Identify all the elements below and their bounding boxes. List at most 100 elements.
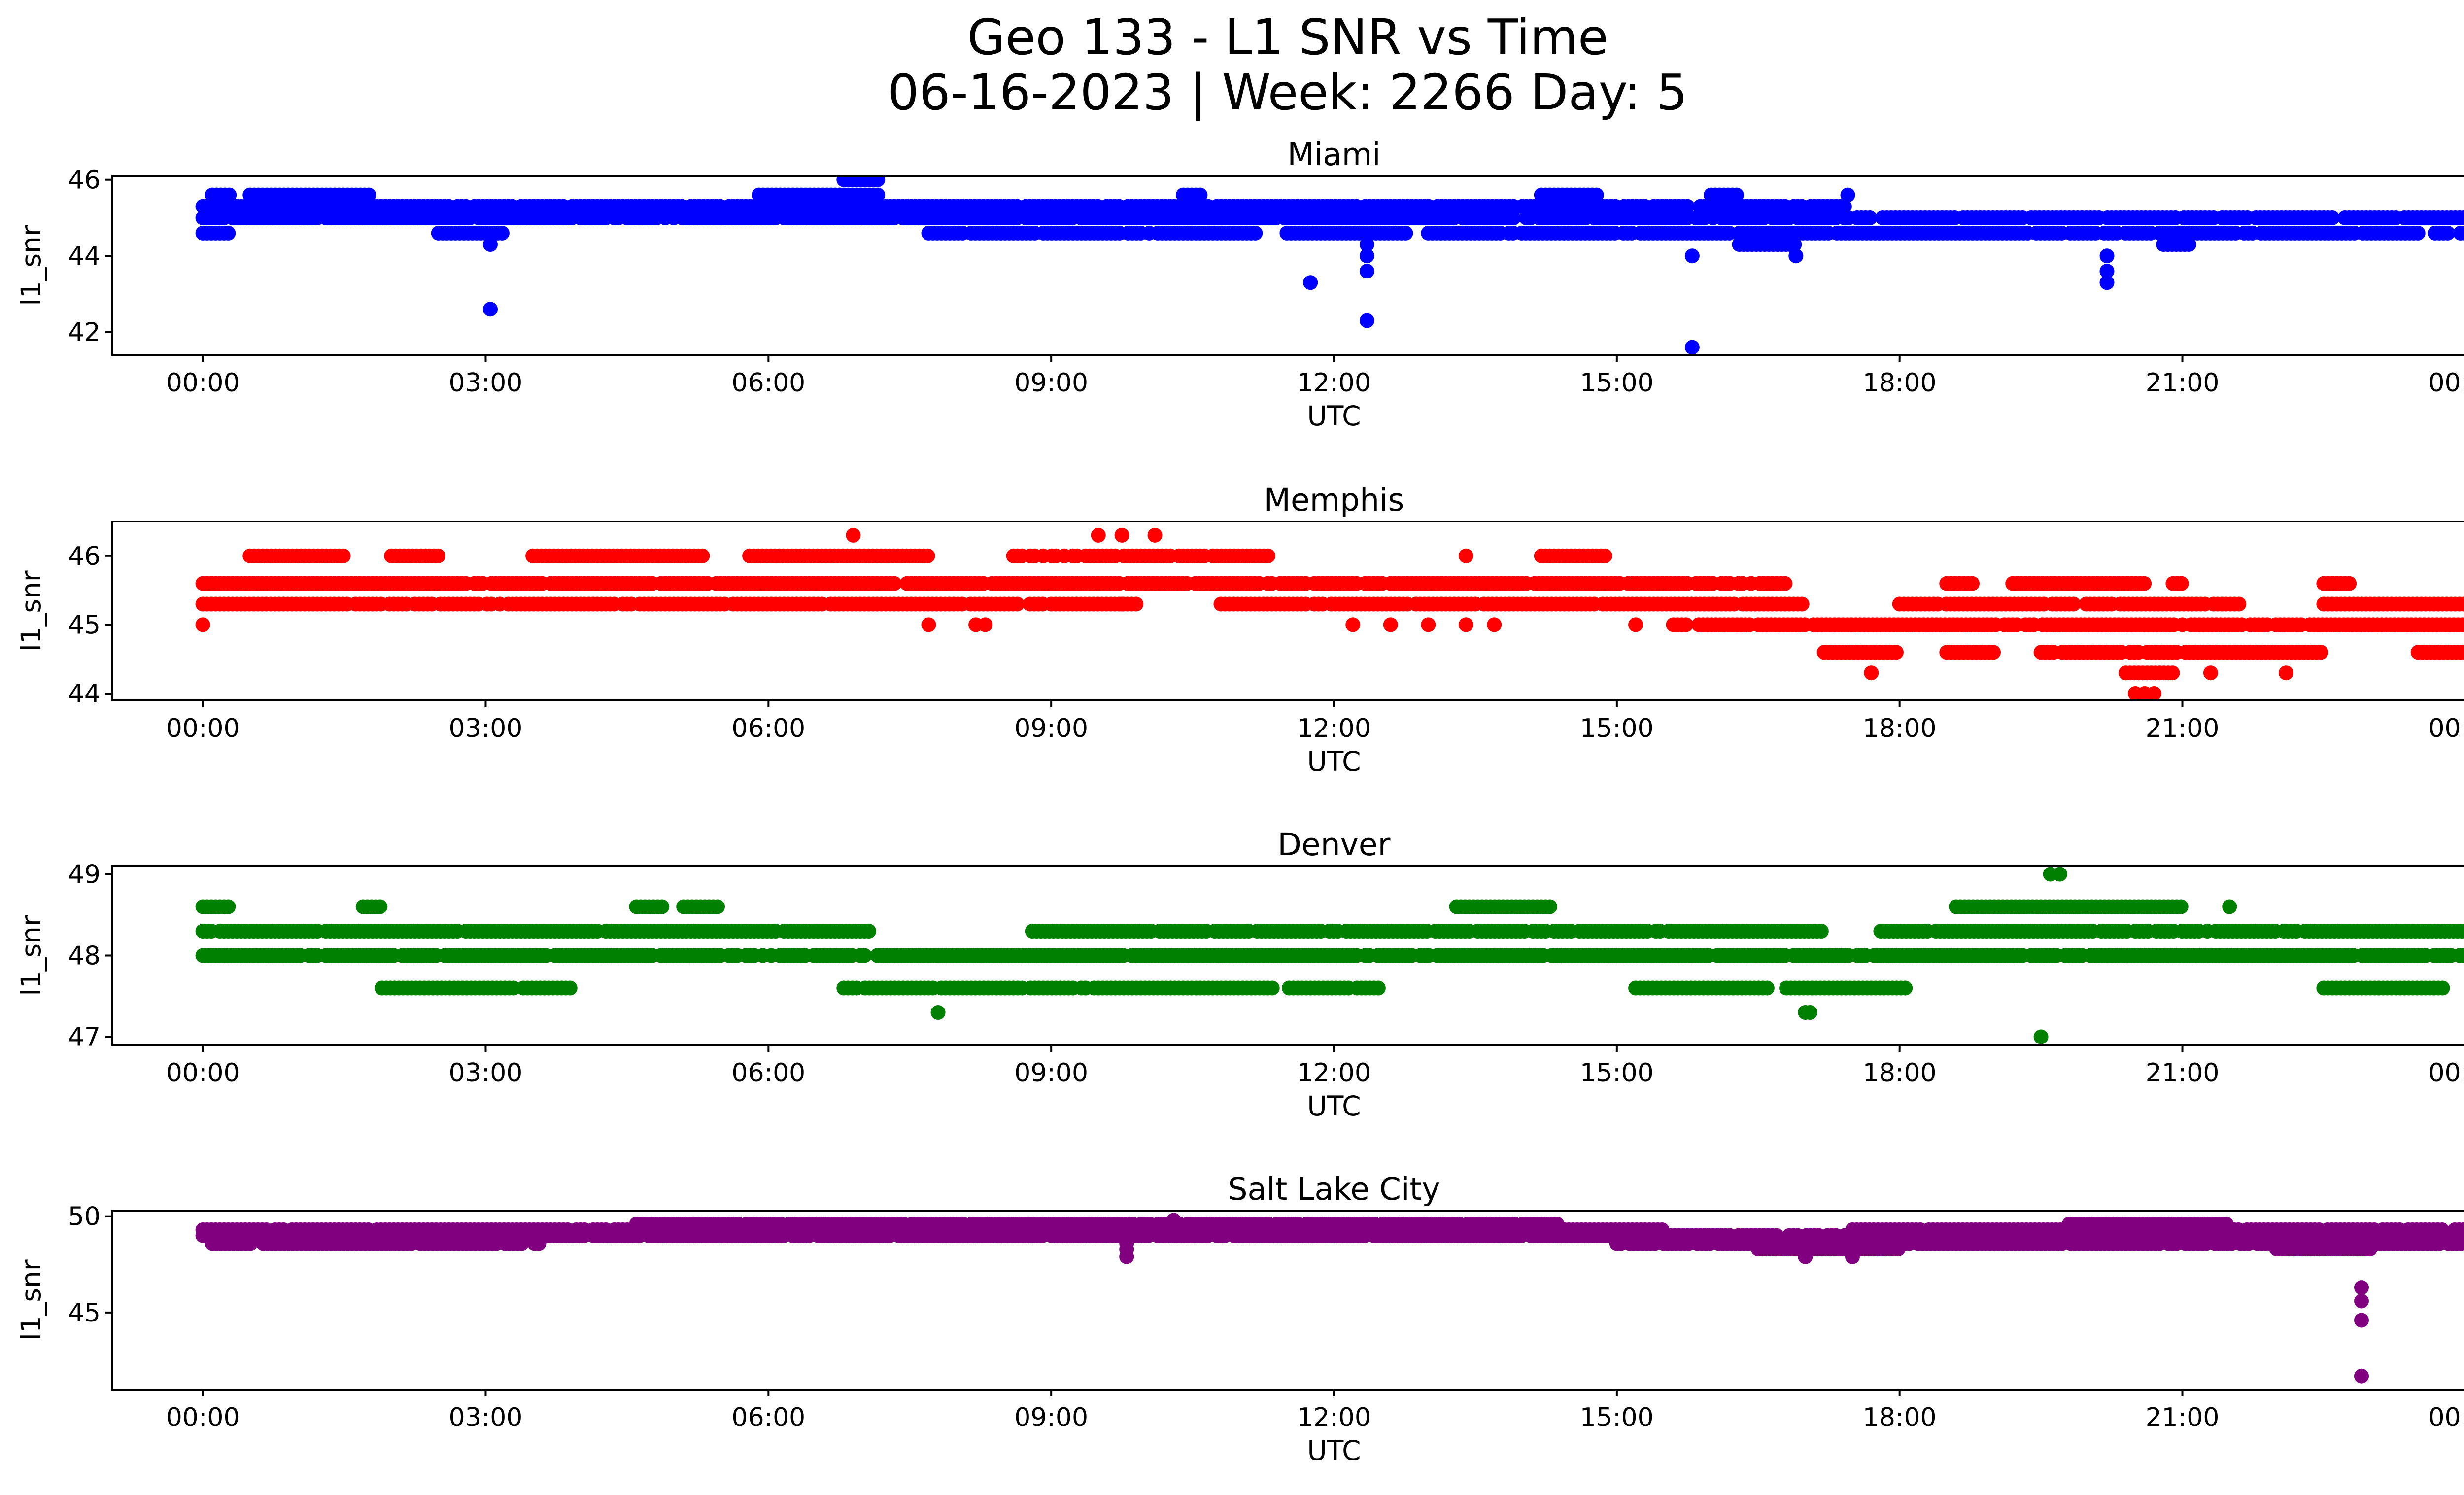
x-tick-label: 21:00	[2146, 368, 2220, 398]
y-tick-label: 49	[68, 860, 101, 890]
data-point	[361, 187, 376, 203]
data-point	[1359, 248, 1374, 264]
data-point	[1147, 527, 1163, 543]
data-point	[2222, 899, 2237, 914]
data-point	[930, 1005, 946, 1020]
data-point	[1684, 248, 1700, 264]
y-axis-label: l1_snr	[15, 570, 47, 651]
x-tick-label: 06:00	[731, 368, 805, 398]
data-point	[921, 617, 936, 632]
data-point	[1345, 617, 1361, 632]
data-point	[870, 176, 886, 187]
data-point	[1303, 275, 1318, 290]
data-point	[2456, 948, 2464, 963]
y-axis-label: l1_snr	[15, 915, 47, 996]
data-point	[1248, 225, 1263, 241]
x-tick-label: 21:00	[2146, 714, 2220, 743]
data-point	[1803, 1005, 1817, 1020]
figure-title-line-2: 06-16-2023 | Week: 2266 Day: 5	[888, 64, 1687, 121]
data-point	[710, 899, 725, 914]
data-point	[1788, 248, 1804, 264]
x-axis-label: UTC	[1307, 746, 1361, 777]
data-points-miami	[195, 176, 2464, 355]
y-tick-label: 47	[68, 1023, 101, 1052]
data-point	[1370, 980, 1386, 996]
data-point	[2325, 210, 2340, 225]
data-point	[2440, 225, 2455, 241]
x-tick-label: 12:00	[1297, 714, 1371, 743]
data-points-denver	[195, 867, 2464, 1044]
x-tick-label: 12:00	[1297, 1058, 1371, 1088]
y-tick-label: 44	[68, 679, 101, 709]
data-point	[2313, 645, 2328, 660]
y-tick-label: 45	[68, 610, 101, 640]
x-tick-label: 18:00	[1863, 1058, 1937, 1088]
data-point	[2181, 237, 2196, 252]
data-point	[1010, 596, 1025, 612]
data-point	[2457, 645, 2464, 660]
data-point	[2174, 576, 2189, 591]
data-point	[2203, 665, 2218, 681]
x-tick-label: 15:00	[1580, 1058, 1654, 1088]
data-point	[1359, 264, 1374, 279]
data-point	[222, 187, 237, 203]
subplot-title: Denver	[1277, 827, 1390, 863]
data-point	[1965, 576, 1980, 591]
x-tick-label: 03:00	[449, 368, 523, 398]
data-point	[920, 548, 935, 563]
subplot-title: Memphis	[1264, 482, 1404, 518]
data-point	[887, 576, 902, 591]
subplot-title: Salt Lake City	[1228, 1171, 1440, 1207]
data-point	[2410, 225, 2426, 241]
data-point	[846, 527, 861, 543]
data-point	[2231, 596, 2247, 612]
x-tick-label: 06:00	[731, 714, 805, 743]
data-point	[2455, 617, 2464, 632]
data-point	[2454, 924, 2464, 939]
data-point	[1091, 527, 1106, 543]
data-point	[2173, 899, 2189, 914]
x-tick-label: 03:00	[449, 1058, 523, 1088]
data-point	[1359, 237, 1374, 252]
data-point	[483, 237, 498, 252]
x-axis-label: UTC	[1307, 400, 1361, 432]
data-point	[1261, 548, 1276, 563]
data-point	[1114, 596, 1129, 612]
data-point	[1589, 187, 1604, 203]
data-point	[861, 924, 876, 939]
x-tick-label: 00:00	[166, 1058, 240, 1088]
data-point	[221, 899, 236, 914]
data-points-salt-lake-city	[195, 1213, 2464, 1384]
x-tick-label: 00:00	[2428, 1058, 2464, 1088]
data-point	[2278, 665, 2293, 681]
data-point	[1684, 340, 1700, 355]
data-point	[1864, 665, 1879, 681]
data-point	[562, 980, 578, 996]
data-point	[1898, 980, 1913, 996]
x-axis-label: UTC	[1307, 1090, 1361, 1122]
data-point	[1678, 617, 1694, 632]
x-tick-label: 15:00	[1580, 368, 1654, 398]
x-tick-label: 00:00	[166, 714, 240, 743]
x-tick-label: 12:00	[1297, 368, 1371, 398]
x-tick-label: 18:00	[1863, 714, 1937, 743]
data-point	[1421, 617, 1436, 632]
data-point	[2033, 1029, 2049, 1044]
data-point	[695, 548, 710, 563]
data-point	[1759, 980, 1775, 996]
data-point	[1862, 210, 1878, 225]
x-tick-label: 18:00	[1863, 368, 1937, 398]
data-point	[1986, 645, 2001, 660]
data-point	[1628, 617, 1643, 632]
y-tick-label: 42	[68, 318, 101, 348]
figure-title-line-1: Geo 133 - L1 SNR vs Time	[967, 8, 1608, 66]
data-point	[1458, 548, 1473, 563]
data-point	[870, 187, 886, 203]
data-point	[2137, 576, 2152, 591]
data-point	[2147, 686, 2162, 700]
y-tick-label: 44	[68, 242, 101, 271]
